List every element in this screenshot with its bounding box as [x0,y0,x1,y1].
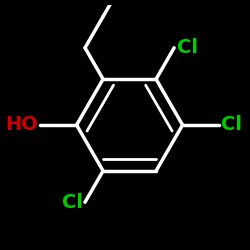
Text: Cl: Cl [62,193,82,212]
Text: HO: HO [5,116,38,134]
Text: Cl: Cl [176,38,198,57]
Text: Cl: Cl [221,116,242,134]
